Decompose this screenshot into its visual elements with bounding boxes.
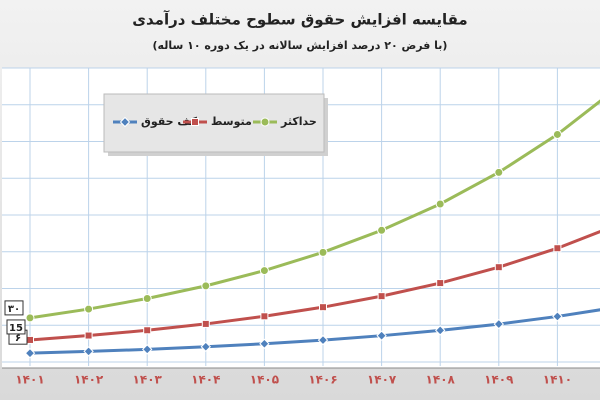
value-label: 15	[9, 323, 23, 334]
point	[24, 347, 36, 359]
point	[119, 116, 131, 128]
point	[143, 326, 152, 335]
point	[377, 225, 387, 235]
point	[494, 263, 503, 272]
x-tick-label: ۱۴۰۴	[191, 373, 220, 387]
point	[201, 319, 210, 328]
legend-label: کف حقوق	[141, 115, 198, 128]
point	[84, 331, 93, 340]
point	[436, 279, 445, 288]
point	[318, 247, 328, 257]
point	[84, 304, 94, 314]
point	[435, 199, 445, 209]
point	[434, 325, 446, 336]
point	[259, 338, 270, 349]
x-tick-label: ۱۴۰۱	[15, 373, 44, 387]
point	[377, 292, 386, 301]
point	[319, 303, 327, 312]
point	[201, 281, 211, 291]
point	[493, 318, 505, 330]
point	[552, 129, 562, 139]
point	[552, 311, 563, 322]
legend-label: حداکثر	[280, 115, 317, 128]
point	[200, 341, 212, 352]
x-tick-label: ۱۴۰۵	[250, 373, 279, 387]
x-tick-label: ۱۴۰۷	[367, 373, 397, 387]
chart-subtitle: (با فرض ۲۰ درصد افزایش سالانه در یک دوره…	[153, 39, 448, 52]
point	[260, 312, 269, 321]
value-label-box	[6, 319, 26, 335]
x-tick-label: ۱۴۱۰	[543, 373, 572, 387]
point	[376, 330, 387, 341]
point	[553, 244, 562, 253]
point	[259, 266, 269, 276]
value-label: ۳۰	[8, 304, 20, 315]
point	[83, 346, 94, 357]
point	[142, 293, 152, 303]
x-tick-label: ۱۴۰۶	[308, 373, 337, 387]
x-tick-label: ۱۴۰۲	[74, 373, 104, 387]
x-tick-label: ۱۴۰۸	[426, 373, 456, 387]
point	[317, 334, 329, 346]
point	[260, 117, 270, 127]
chart-title: مقایسه افزایش حقوق سطوح مختلف درآمدی	[132, 11, 467, 29]
x-tick-label: ۱۴۰۳	[133, 373, 163, 387]
point	[141, 344, 153, 355]
value-label-box	[4, 300, 24, 316]
legend-label: متوسط	[211, 115, 252, 128]
point	[494, 167, 504, 177]
legend-box	[103, 93, 325, 153]
point	[25, 313, 35, 323]
x-tick-label: ۱۴۰۹	[484, 373, 514, 387]
point	[191, 118, 199, 126]
value-label: ۶	[15, 333, 21, 344]
point	[26, 335, 34, 344]
